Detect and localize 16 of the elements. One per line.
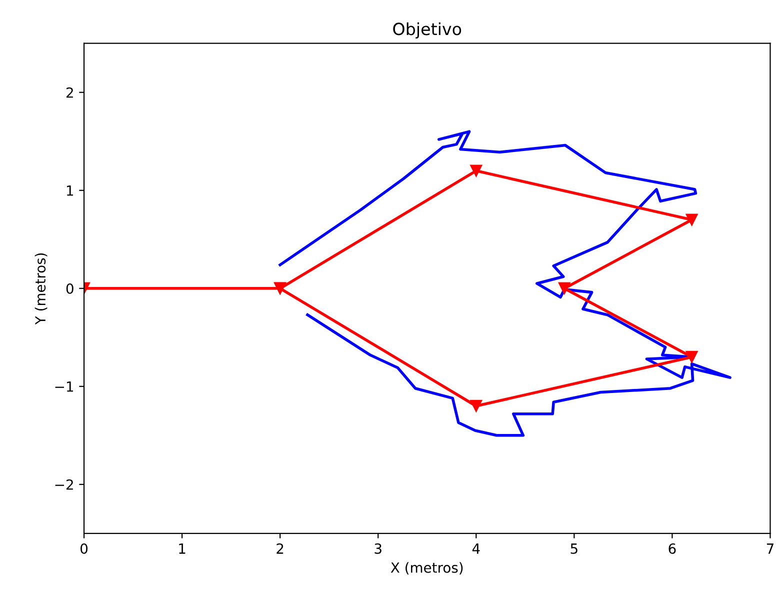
x-tick-label: 5 [570, 544, 578, 554]
y-axis-title: Y (metros) [34, 253, 48, 325]
x-tick-label: 2 [276, 543, 284, 554]
x-tick-label: 1 [179, 544, 186, 554]
x-tick-label: 6 [668, 543, 676, 554]
chart-title: Objetivo [393, 22, 462, 38]
x-tick-label: 7 [766, 544, 774, 554]
y-tick-label: 2 [66, 87, 73, 98]
y-tick-label: −1 [55, 382, 74, 392]
x-tick-label: 0 [80, 543, 88, 554]
x-tick-label: 3 [374, 543, 382, 554]
y-tick-label: −2 [55, 479, 73, 490]
y-tick-label: 0 [66, 283, 74, 294]
y-tick-label: 1 [66, 186, 74, 196]
x-tick-label: 4 [472, 544, 480, 554]
x-axis-title: X (metros) [390, 562, 463, 575]
